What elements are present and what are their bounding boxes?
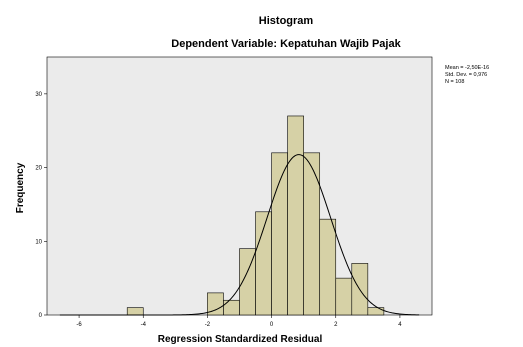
histogram-bars — [126, 115, 385, 316]
y-axis-ticks: 0 10 20 30 — [35, 92, 47, 319]
stats-n: N = 108 — [445, 79, 464, 85]
x-tick-label: -4 — [141, 322, 147, 328]
histogram-bar — [223, 299, 240, 316]
histogram-bar — [335, 277, 353, 316]
histogram-bar — [271, 152, 288, 316]
stats-std-dev: Std. Dev. = 0,976 — [445, 72, 487, 78]
histogram-bar — [319, 218, 337, 316]
histogram-bar — [287, 115, 304, 316]
x-axis-ticks: -6 -4 -2 0 2 4 — [76, 315, 402, 328]
chart-subtitle: Dependent Variable: Kepatuhan Wajib Paja… — [171, 38, 401, 50]
x-tick-label: 0 — [270, 322, 274, 328]
stats-legend: Mean = -2,50E-16 Std. Dev. = 0,976 N = 1… — [445, 65, 489, 85]
y-tick-label: 10 — [35, 239, 42, 245]
stats-mean: Mean = -2,50E-16 — [445, 65, 489, 71]
x-tick-label: -6 — [76, 322, 82, 328]
y-axis-title: Frequency — [15, 162, 26, 213]
histogram-bar — [126, 307, 144, 316]
x-tick-label: 4 — [398, 322, 402, 328]
histogram-bar — [367, 307, 385, 316]
y-tick-label: 0 — [39, 313, 43, 319]
x-axis-title: Regression Standardized Residual — [158, 334, 323, 345]
x-tick-label: 2 — [334, 322, 338, 328]
x-tick-label: -2 — [205, 322, 211, 328]
normal-curve — [59, 154, 420, 316]
y-tick-label: 30 — [35, 92, 42, 98]
chart-title: Histogram — [259, 15, 314, 27]
histogram-bar — [303, 152, 321, 316]
y-tick-label: 20 — [35, 166, 42, 172]
